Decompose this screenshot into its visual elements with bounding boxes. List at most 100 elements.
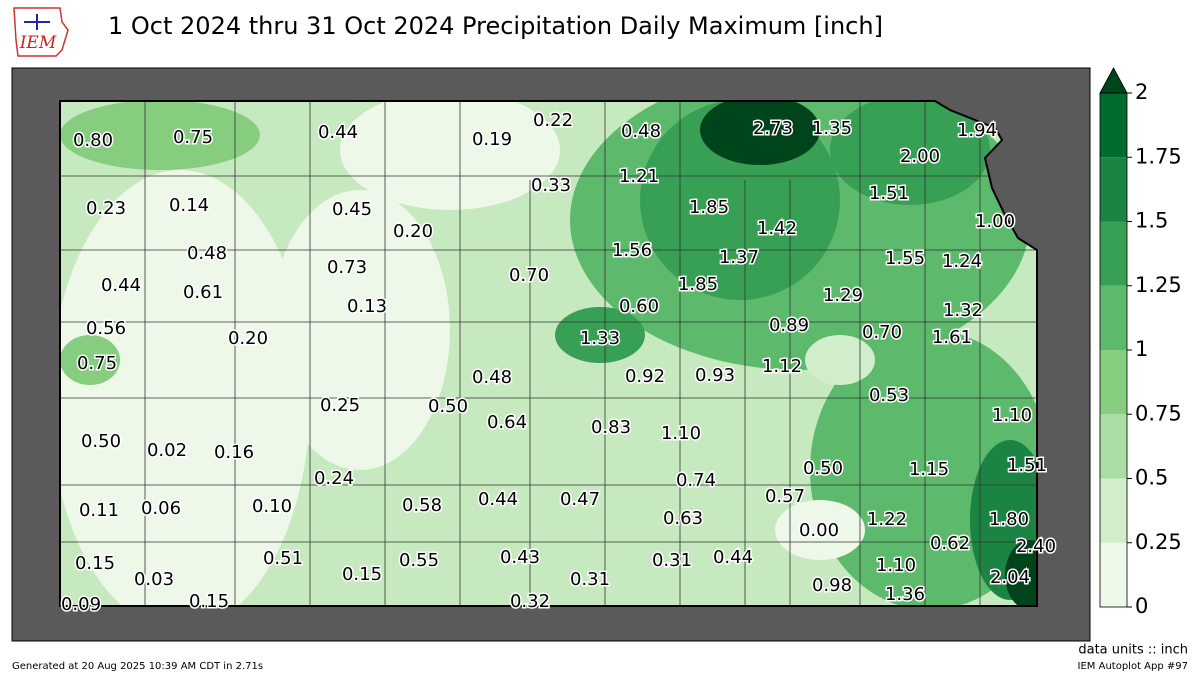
station-value: 0.55 bbox=[399, 550, 439, 571]
app-note: IEM Autoplot App #97 bbox=[1078, 661, 1188, 672]
station-value: 0.50 bbox=[428, 396, 468, 417]
station-value: 0.16 bbox=[214, 442, 254, 463]
station-value: 0.44 bbox=[713, 547, 753, 568]
station-value: 1.35 bbox=[812, 118, 852, 139]
logo: IEM bbox=[13, 7, 69, 57]
station-value: 0.20 bbox=[228, 328, 268, 349]
station-value: 0.03 bbox=[134, 569, 174, 590]
state-border bbox=[59, 100, 1038, 607]
station-value: 0.19 bbox=[472, 129, 512, 150]
station-value: 1.22 bbox=[867, 509, 907, 530]
station-value: 0.43 bbox=[500, 547, 540, 568]
station-value: 1.12 bbox=[762, 356, 802, 377]
colorbar-bin bbox=[1100, 285, 1127, 350]
station-value: 1.10 bbox=[876, 555, 916, 576]
station-value: 0.75 bbox=[77, 353, 117, 374]
station-value: 0.45 bbox=[332, 199, 372, 220]
station-value: 0.50 bbox=[81, 431, 121, 452]
station-value: 1.80 bbox=[989, 509, 1029, 530]
colorbar-bin bbox=[1100, 478, 1127, 543]
units-note: data units :: inch bbox=[1078, 643, 1188, 658]
station-value: 1.55 bbox=[885, 248, 925, 269]
colorbar-tick-label: 1.25 bbox=[1135, 273, 1182, 297]
station-value: 0.75 bbox=[173, 127, 213, 148]
station-value: 0.44 bbox=[318, 122, 358, 143]
station-value: 0.11 bbox=[79, 500, 119, 521]
station-value: 0.98 bbox=[812, 575, 852, 596]
state-fill bbox=[60, 101, 1037, 606]
station-value: 2.73 bbox=[753, 118, 793, 139]
station-value: 0.48 bbox=[472, 367, 512, 388]
station-value: 1.32 bbox=[943, 300, 983, 321]
station-value: 0.00 bbox=[799, 520, 839, 541]
station-value: 0.24 bbox=[314, 468, 354, 489]
station-value: 2.04 bbox=[990, 567, 1030, 588]
colorbar-bin bbox=[1100, 93, 1127, 158]
station-value: 0.06 bbox=[141, 498, 181, 519]
station-value: 0.10 bbox=[252, 496, 292, 517]
station-value: 1.85 bbox=[689, 197, 729, 218]
colorbar-extend bbox=[1099, 67, 1128, 94]
station-value: 0.25 bbox=[320, 395, 360, 416]
station-value: 1.15 bbox=[909, 459, 949, 480]
station-value: 0.58 bbox=[402, 495, 442, 516]
station-value: 1.51 bbox=[1007, 455, 1047, 476]
station-value: 0.44 bbox=[101, 275, 141, 296]
station-value: 1.21 bbox=[619, 166, 659, 187]
colorbar-tick-label: 1 bbox=[1135, 337, 1148, 361]
colorbar-bin bbox=[1100, 350, 1127, 415]
station-value: 0.64 bbox=[487, 412, 527, 433]
station-value: 1.00 bbox=[975, 211, 1015, 232]
station-value: 0.22 bbox=[533, 110, 573, 131]
station-value: 2.00 bbox=[900, 146, 940, 167]
station-value: 1.85 bbox=[678, 274, 718, 295]
station-value: 1.61 bbox=[932, 327, 972, 348]
station-value: 1.51 bbox=[869, 183, 909, 204]
station-value: 0.31 bbox=[570, 569, 610, 590]
station-value: 0.09 bbox=[61, 594, 101, 615]
colorbar-bin bbox=[1100, 221, 1127, 286]
station-value: 0.62 bbox=[930, 533, 970, 554]
colorbar-tick-label: 0.25 bbox=[1135, 530, 1182, 554]
station-value: 1.37 bbox=[719, 247, 759, 268]
station-value: 0.56 bbox=[86, 318, 126, 339]
station-value: 1.56 bbox=[612, 240, 652, 261]
station-value: 0.63 bbox=[663, 508, 703, 529]
station-value: 1.42 bbox=[757, 218, 797, 239]
station-labels: 0.80 0.75 0.44 0.19 0.22 0.48 2.73 1.35 1.94 2.00… bbox=[59, 109, 1057, 617]
station-value: 0.02 bbox=[147, 440, 187, 461]
station-value: 0.92 bbox=[625, 366, 665, 387]
station-value: 0.48 bbox=[621, 121, 661, 142]
station-value: 0.93 bbox=[695, 365, 735, 386]
colorbar-bin bbox=[1100, 414, 1127, 479]
logo-text: IEM bbox=[19, 33, 57, 53]
colorbar-bin bbox=[1100, 157, 1127, 222]
station-value: 0.48 bbox=[187, 243, 227, 264]
station-value: 1.29 bbox=[823, 285, 863, 306]
station-value: 0.70 bbox=[509, 265, 549, 286]
station-value: 0.60 bbox=[619, 296, 659, 317]
station-value: 0.53 bbox=[869, 385, 909, 406]
station-value: 0.15 bbox=[342, 564, 382, 585]
station-value: 0.89 bbox=[769, 315, 809, 336]
station-value: 0.44 bbox=[478, 489, 518, 510]
station-value: 0.57 bbox=[765, 486, 805, 507]
station-value: 0.83 bbox=[591, 417, 631, 438]
station-value: 0.73 bbox=[327, 257, 367, 278]
colorbar: 0 0.25 0.5 0.75 1 1.25 1.5 1.75 2 bbox=[1099, 67, 1182, 618]
colorbar-tick-label: 0.75 bbox=[1135, 401, 1182, 425]
station-value: 0.61 bbox=[183, 282, 223, 303]
station-value: 0.31 bbox=[652, 550, 692, 571]
colorbar-tick-label: 1.5 bbox=[1135, 209, 1168, 233]
station-value: 0.23 bbox=[86, 198, 126, 219]
station-value: 1.10 bbox=[992, 405, 1032, 426]
station-value: 0.70 bbox=[862, 322, 902, 343]
station-value: 0.74 bbox=[676, 470, 716, 491]
station-value: 0.14 bbox=[169, 195, 209, 216]
station-value: 0.80 bbox=[73, 130, 113, 151]
station-value: 0.47 bbox=[560, 489, 600, 510]
station-value: 2.40 bbox=[1016, 536, 1056, 557]
station-value: 0.15 bbox=[75, 553, 115, 574]
station-value: 0.33 bbox=[531, 175, 571, 196]
